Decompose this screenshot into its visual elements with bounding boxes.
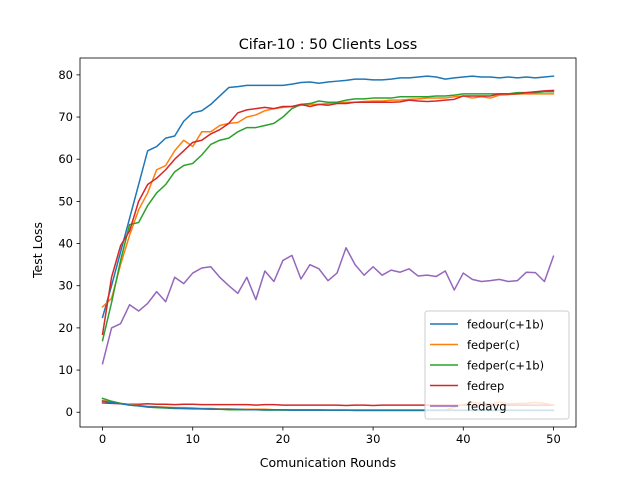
series-line-3 [101, 89, 555, 336]
x-tick-label: 20 [276, 432, 291, 446]
y-tick-label: 40 [58, 237, 73, 251]
x-axis-label: Comunication Rounds [260, 455, 396, 470]
y-tick-label: 50 [58, 194, 73, 208]
x-tick-label: 10 [185, 432, 200, 446]
y-tick-label: 10 [58, 363, 73, 377]
legend: fedour(c+1b) fedper(c) fedper(c+1b) fedrep f… [424, 310, 570, 420]
legend-label-3: fedrep [467, 379, 504, 393]
series-line-1 [101, 93, 555, 308]
series-line-0 [101, 75, 555, 319]
legend-label-0: fedour(c+1b) [467, 318, 544, 332]
series-line-2 [101, 90, 555, 342]
y-tick-label: 60 [58, 152, 73, 166]
legend-label-2: fedper(c+1b) [467, 359, 544, 373]
series-line-4 [101, 247, 555, 365]
axes-frame [79, 57, 577, 428]
y-tick-label: 0 [66, 405, 73, 419]
x-tick-label: 50 [546, 432, 561, 446]
y-tick-label: 30 [58, 279, 73, 293]
legend-box [424, 310, 570, 420]
x-tick-label: 0 [99, 432, 106, 446]
x-tick-label: 30 [366, 432, 381, 446]
plot-area [101, 75, 555, 412]
axes: 0 10 20 30 40 50 0 10 20 30 40 50 60 70 80 [58, 57, 577, 446]
y-tick-label: 20 [58, 321, 73, 335]
x-tick-label: 40 [456, 432, 471, 446]
chart-title: Cifar-10 : 50 Clients Loss [239, 37, 418, 53]
y-axis-label: Test Loss [30, 222, 45, 279]
y-tick-label: 70 [58, 110, 73, 124]
legend-label-1: fedper(c) [467, 338, 520, 352]
y-tick-label: 80 [58, 68, 73, 82]
legend-label-4: fedavg [467, 400, 507, 414]
